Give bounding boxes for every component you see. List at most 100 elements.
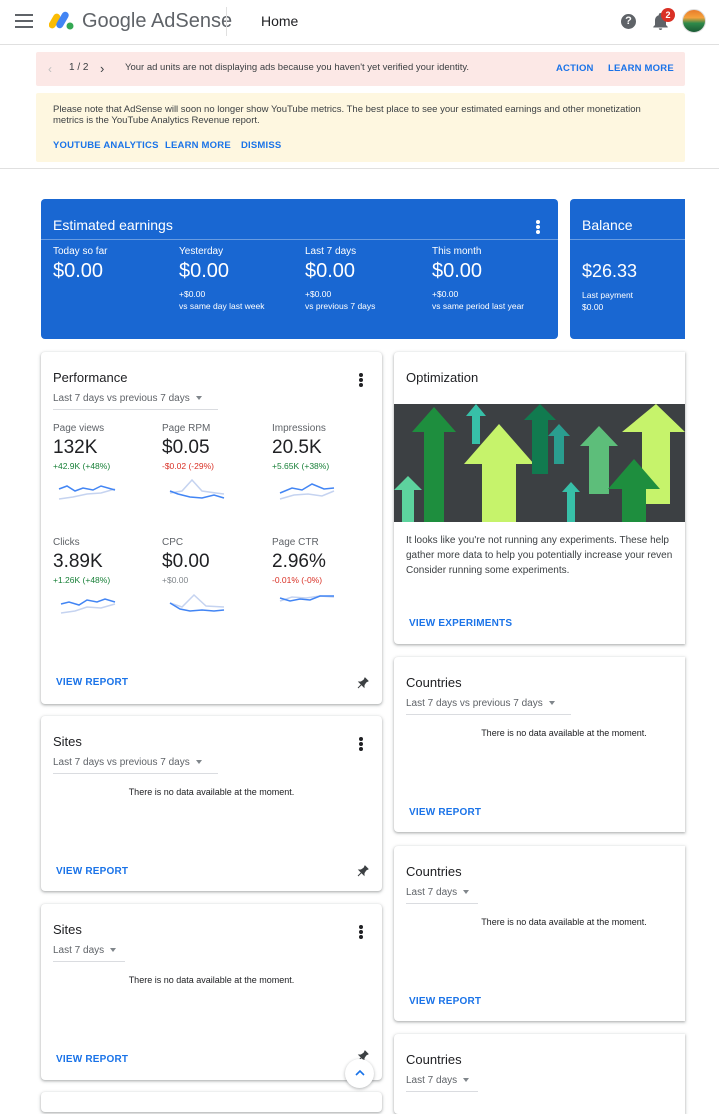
- more-options-icon[interactable]: [359, 925, 363, 939]
- alert-action-link[interactable]: ACTION: [556, 63, 594, 74]
- dismiss-link[interactable]: DISMISS: [241, 140, 282, 151]
- metric-clicks[interactable]: Clicks 3.89K +1.26K (+48%): [53, 537, 153, 617]
- metric-label: CPC: [162, 537, 184, 548]
- period-dropdown[interactable]: Last 7 days vs previous 7 days: [53, 393, 218, 410]
- metric-page-ctr[interactable]: Page CTR 2.96% -0.01% (-0%): [272, 537, 372, 617]
- no-data-message: There is no data available at the moment…: [481, 728, 647, 738]
- caret-down-icon: [195, 760, 202, 765]
- chevron-left-icon[interactable]: ‹: [48, 62, 52, 76]
- period-label: Last 7 days: [406, 1075, 458, 1086]
- user-avatar[interactable]: [682, 9, 706, 33]
- sites-card: Sites Last 7 days There is no data avail…: [41, 904, 382, 1080]
- metric-label: Page CTR: [272, 537, 319, 548]
- view-report-link[interactable]: VIEW REPORT: [409, 996, 482, 1007]
- top-app-bar: Google AdSense Home ? 2: [0, 0, 719, 45]
- optimization-text-line: gather more data to help you potentially…: [406, 550, 673, 561]
- metric-label: Impressions: [272, 423, 326, 434]
- period-dropdown[interactable]: Last 7 days: [406, 1075, 478, 1092]
- metric-value: $0.00: [53, 260, 104, 282]
- metric-page-rpm[interactable]: Page RPM $0.05 -$0.02 (-29%): [162, 423, 262, 503]
- countries-card: Countries Last 7 days: [394, 1034, 685, 1114]
- period-label: Last 7 days: [53, 945, 105, 956]
- metric-label: This month: [432, 246, 482, 257]
- metric-delta: +$0.00: [305, 289, 332, 299]
- metric-value: 132K: [53, 437, 98, 458]
- countries-title: Countries: [406, 1052, 462, 1067]
- optimization-text-line: It looks like you're not running any exp…: [406, 535, 669, 546]
- sites-title: Sites: [53, 734, 82, 749]
- sites-title: Sites: [53, 922, 82, 937]
- menu-icon[interactable]: [15, 14, 33, 28]
- metric-page-views[interactable]: Page views 132K +42.9K (+48%): [53, 423, 153, 503]
- metric-delta: +$0.00: [432, 289, 459, 299]
- balance-value: $26.33: [582, 261, 638, 281]
- partial-card: [41, 1092, 382, 1112]
- view-report-link[interactable]: VIEW REPORT: [56, 866, 129, 877]
- sites-card: Sites Last 7 days vs previous 7 days The…: [41, 716, 382, 891]
- countries-card: Countries Last 7 days There is no data a…: [394, 846, 685, 1021]
- view-report-link[interactable]: VIEW REPORT: [56, 1054, 129, 1065]
- sparkline: [58, 485, 116, 500]
- earnings-metric-this-month: This month $0.00 +$0.00 vs same period la…: [432, 246, 552, 312]
- earnings-metric-yesterday: Yesterday $0.00 +$0.00 vs same day last w…: [179, 246, 299, 312]
- caret-down-icon: [548, 701, 555, 706]
- metric-value: 2.96%: [272, 551, 326, 572]
- sparkline: [169, 478, 225, 499]
- period-dropdown[interactable]: Last 7 days: [406, 887, 478, 904]
- period-label: Last 7 days: [406, 887, 458, 898]
- metric-value: $0.00: [162, 551, 210, 572]
- countries-title: Countries: [406, 864, 462, 879]
- no-data-message: There is no data available at the moment…: [128, 975, 295, 985]
- earnings-metric-last-7-days: Last 7 days $0.00 +$0.00 vs previous 7 da…: [305, 246, 425, 312]
- metric-change: +42.9K (+48%): [53, 461, 111, 471]
- metric-change: +5.65K (+38%): [272, 461, 330, 471]
- chevron-right-icon[interactable]: ›: [100, 61, 105, 76]
- more-options-icon[interactable]: [359, 373, 363, 387]
- pin-icon[interactable]: [357, 865, 369, 877]
- pin-icon[interactable]: [357, 677, 369, 689]
- sparkline: [169, 593, 225, 612]
- estimated-earnings-card: Estimated earnings Today so far $0.00 Ye…: [41, 199, 558, 339]
- no-data-message: There is no data available at the moment…: [481, 917, 647, 927]
- metric-change: +1.26K (+48%): [53, 575, 111, 585]
- alert-pager: 1 / 2: [69, 62, 89, 73]
- notice-learn-more-link[interactable]: LEARN MORE: [165, 140, 231, 151]
- scroll-to-top-button[interactable]: [345, 1059, 374, 1088]
- section-divider: [0, 168, 719, 169]
- period-dropdown[interactable]: Last 7 days: [53, 945, 125, 962]
- sparkline: [279, 595, 335, 602]
- more-options-icon[interactable]: [536, 220, 540, 234]
- countries-card: Countries Last 7 days vs previous 7 days…: [394, 657, 685, 832]
- alert-message: Your ad units are not displaying ads bec…: [125, 62, 470, 73]
- optimization-description: It looks like you're not running any exp…: [406, 533, 685, 578]
- balance-card: Balance $26.33 Last payment $0.00: [570, 199, 685, 339]
- metric-impressions[interactable]: Impressions 20.5K +5.65K (+38%): [272, 423, 372, 503]
- metric-cpc[interactable]: CPC $0.00 +$0.00: [162, 537, 262, 617]
- notification-count-badge: 2: [661, 8, 675, 22]
- metric-delta: +$0.00: [179, 289, 206, 299]
- alert-learn-more-link[interactable]: LEARN MORE: [608, 63, 674, 74]
- period-dropdown[interactable]: Last 7 days vs previous 7 days: [53, 757, 218, 774]
- more-options-icon[interactable]: [359, 737, 363, 751]
- last-payment-value: $0.00: [582, 302, 604, 312]
- youtube-analytics-link[interactable]: YOUTUBE ANALYTICS: [53, 140, 159, 151]
- view-experiments-link[interactable]: VIEW EXPERIMENTS: [409, 618, 513, 629]
- metric-change: -$0.02 (-29%): [162, 461, 214, 471]
- optimization-arrows-illustration: [394, 404, 685, 522]
- period-dropdown[interactable]: Last 7 days vs previous 7 days: [406, 698, 571, 715]
- view-report-link[interactable]: VIEW REPORT: [409, 807, 482, 818]
- metric-compare: vs same day last week: [179, 301, 265, 311]
- youtube-notice-banner: Please note that AdSense will soon no lo…: [36, 93, 685, 162]
- metric-label: Clicks: [53, 537, 80, 548]
- balance-title: Balance: [582, 217, 633, 233]
- last-payment-label: Last payment: [582, 290, 634, 300]
- period-label: Last 7 days vs previous 7 days: [53, 393, 190, 404]
- caret-down-icon: [195, 396, 202, 401]
- identity-alert-banner: ‹ 1 / 2 › Your ad units are not displayi…: [36, 52, 685, 86]
- help-icon[interactable]: ?: [621, 14, 636, 29]
- chevron-up-icon: [354, 1069, 365, 1076]
- sparkline: [279, 483, 335, 500]
- brand-name[interactable]: Google AdSense: [82, 10, 233, 32]
- view-report-link[interactable]: VIEW REPORT: [56, 677, 129, 688]
- no-data-message: There is no data available at the moment…: [128, 787, 295, 797]
